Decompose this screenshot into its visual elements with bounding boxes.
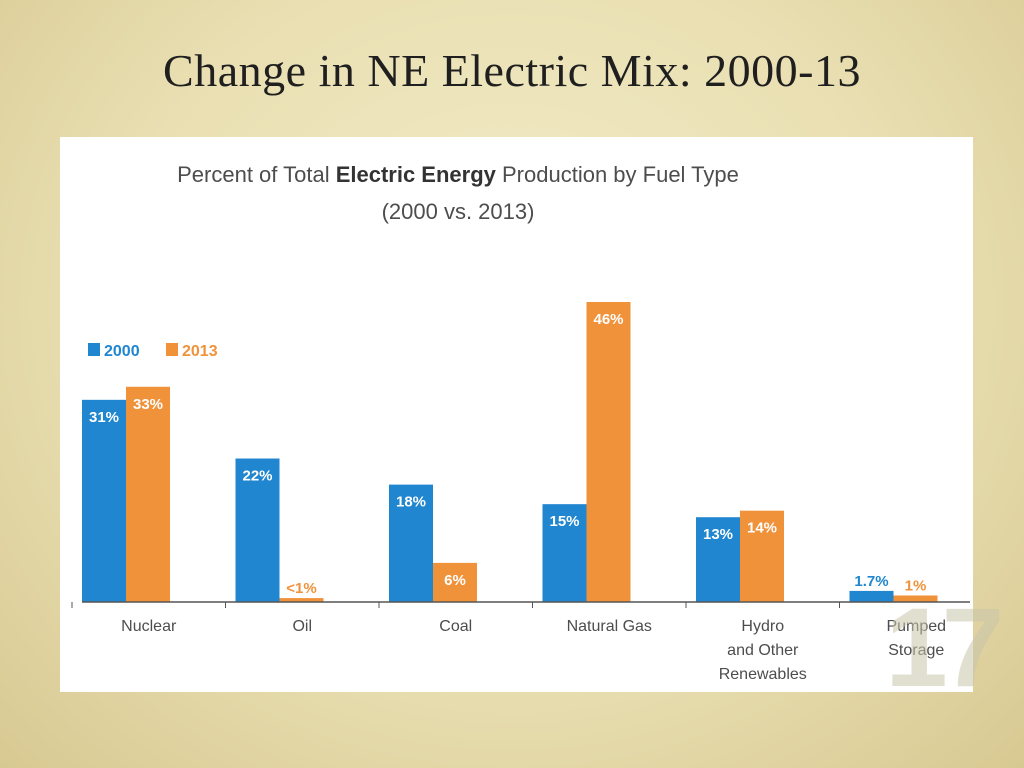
bar-2000-1	[235, 458, 280, 602]
chart-title-prefix: Percent of Total	[177, 162, 336, 187]
bar-2013-3	[586, 302, 631, 602]
bar-2013-1	[279, 598, 324, 602]
chart-title-suffix: Production by Fuel Type	[496, 162, 739, 187]
chart-legend: 2000 2013	[88, 343, 218, 360]
slide-title: Change in NE Electric Mix: 2000-13	[163, 45, 861, 96]
bar-2000-4	[696, 517, 740, 602]
bar-label-2013-2: 6%	[444, 572, 466, 589]
bar-label-2013-3: 46%	[593, 311, 623, 328]
category-label-5-1: Storage	[888, 642, 944, 659]
chart-title: Percent of Total Electric Energy Product…	[177, 162, 739, 187]
bar-label-2013-4: 14%	[747, 520, 777, 537]
bar-chart: Percent of Total Electric Energy Product…	[71, 162, 994, 683]
bar-2013-0	[126, 386, 170, 602]
bar-label-2000-4: 13%	[703, 526, 733, 543]
bar-2000-5	[849, 590, 894, 602]
category-label-1-0: Oil	[292, 618, 312, 635]
category-label-4-2: Renewables	[719, 666, 807, 683]
bar-2000-3	[542, 504, 587, 602]
chart-title-bold: Electric Energy	[336, 162, 497, 187]
bar-2013-4	[740, 510, 784, 602]
bar-group: 31% 33% 22% <1% 18% 6% 15% 46% 13% 14% 1.7% 1%	[82, 302, 938, 602]
legend-label-2013: 2013	[182, 343, 218, 360]
legend-swatch-2013	[166, 343, 178, 356]
x-axis: Nuclear Oil Coal Natural Gas Hydro and Other R…	[71, 601, 994, 683]
bar-label-2000-3: 15%	[549, 513, 579, 530]
bar-label-2000-2: 18%	[396, 494, 426, 511]
category-label-5-0: Pumped	[886, 618, 946, 635]
chart-subtitle: (2000 vs. 2013)	[382, 199, 535, 224]
bar-2013-5	[893, 595, 938, 602]
bar-label-2013-5: 1%	[905, 577, 927, 594]
bar-label-2000-1: 22%	[242, 468, 272, 485]
legend-swatch-2000	[88, 343, 100, 356]
legend-label-2000: 2000	[104, 343, 140, 360]
category-label-2-0: Coal	[439, 618, 472, 635]
category-label-0-0: Nuclear	[121, 618, 177, 635]
slide-number: 17	[885, 585, 1004, 710]
bar-2000-0	[82, 399, 126, 602]
category-label-4-1: and Other	[727, 642, 799, 659]
bar-label-2000-5: 1.7%	[854, 573, 888, 590]
bar-label-2000-0: 31%	[89, 409, 119, 426]
chart-panel: Percent of Total Electric Energy Product…	[60, 137, 994, 692]
bar-label-2013-0: 33%	[133, 396, 163, 413]
category-label-4-0: Hydro	[741, 618, 784, 635]
bar-2000-2	[389, 484, 433, 602]
category-label-3-0: Natural Gas	[567, 618, 652, 635]
bar-2013-2	[433, 562, 477, 602]
bar-label-2013-1: <1%	[286, 580, 316, 597]
